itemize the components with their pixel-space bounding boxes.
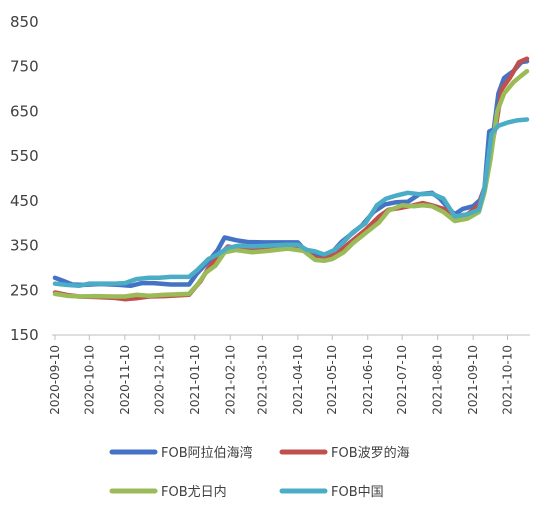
series-line-4: [52, 117, 530, 289]
y-tick-label: 450: [10, 192, 39, 210]
x-tick-label: 2020-09-10: [48, 345, 62, 415]
legend-label: FOB中国: [331, 485, 384, 500]
x-tick-label: 2021-10-10: [501, 345, 515, 415]
y-tick-label: 150: [10, 326, 39, 344]
series-line-2: [52, 56, 530, 302]
x-tick-label: 2021-06-10: [361, 345, 375, 415]
y-tick-label: 550: [10, 147, 39, 165]
x-axis: 2020-09-10 2020-10-10 2020-11-10 2020-12-10…: [48, 334, 530, 415]
legend-label: FOB阿拉伯海湾: [161, 445, 253, 461]
y-tick-label: 350: [10, 237, 39, 255]
y-tick-label: 250: [10, 281, 39, 299]
legend: FOB阿拉伯海湾 FOB波罗的海 FOB尤日内 FOB中国: [109, 445, 410, 500]
y-tick-label: 650: [10, 102, 39, 120]
x-tick-label: 2020-12-10: [152, 345, 166, 415]
y-tick-label: 850: [10, 13, 39, 31]
x-tick-label: 2020-10-10: [82, 345, 96, 415]
x-tick-label: 2021-03-10: [255, 345, 269, 415]
x-tick-label: 2021-02-10: [223, 345, 237, 415]
legend-label: FOB尤日内: [161, 484, 227, 500]
y-tick-label: 750: [10, 58, 39, 76]
series-line-3: [52, 68, 530, 299]
series-line-1: [52, 59, 530, 289]
x-tick-label: 2020-11-10: [118, 345, 132, 415]
x-tick-label: 2021-04-10: [291, 345, 305, 415]
y-axis-ticks: 850 750 650 550 450 350 250 150: [10, 13, 39, 344]
legend-label: FOB波罗的海: [331, 445, 410, 461]
series-lines: [52, 56, 530, 302]
x-tick-label: 2021-08-10: [431, 345, 445, 415]
x-tick-label: 2021-01-10: [188, 345, 202, 415]
x-tick-label: 2021-05-10: [325, 345, 339, 415]
x-tick-label: 2021-07-10: [395, 345, 409, 415]
x-tick-label: 2021-09-10: [466, 345, 480, 415]
